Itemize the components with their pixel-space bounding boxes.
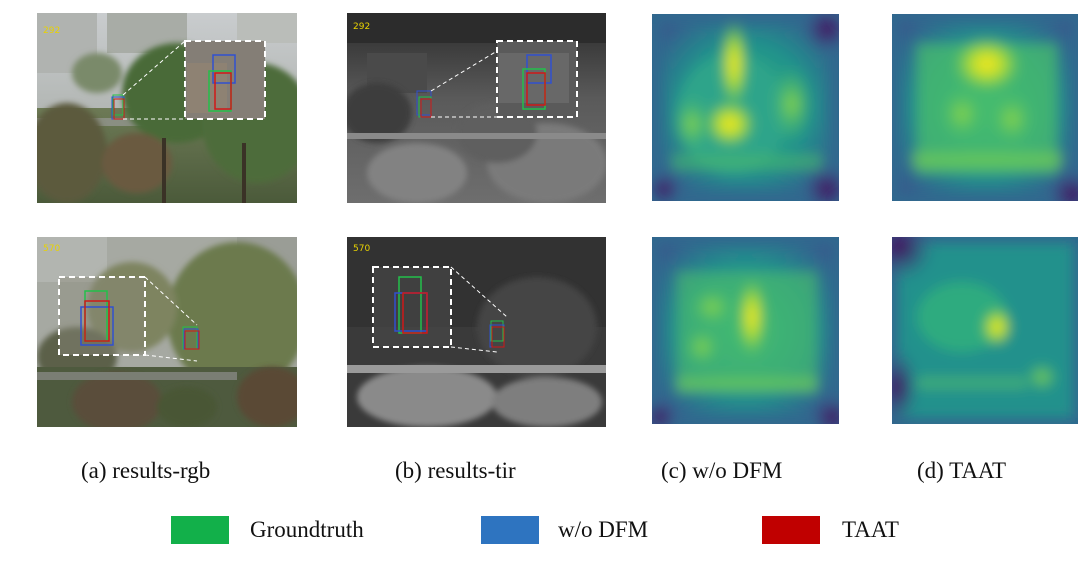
rgb-result-row1: 292 [37, 13, 297, 203]
frame-number: 292 [353, 22, 370, 32]
heatmap-taat-row2 [892, 237, 1078, 424]
caption-taat: (d) TAAT [917, 458, 1007, 483]
legend-swatch-wo-dfm [481, 516, 539, 544]
heatmap-wo-dfm-row2 [652, 237, 839, 424]
caption-wo-dfm: (c) w/o DFM [661, 458, 783, 483]
legend-label-taat: TAAT [842, 517, 899, 542]
rgb-result-row2: 570 [37, 237, 297, 427]
legend-label-groundtruth: Groundtruth [250, 517, 364, 542]
frame-number: 570 [43, 244, 60, 254]
frame-number: 570 [353, 244, 370, 254]
tir-result-row1: 292 [347, 13, 606, 203]
legend-label-wo-dfm: w/o DFM [558, 517, 649, 542]
caption-results-tir: (b) results-tir [395, 458, 516, 483]
legend-swatch-groundtruth [171, 516, 229, 544]
heatmap-wo-dfm-row1 [652, 14, 839, 201]
caption-results-rgb: (a) results-rgb [81, 458, 211, 483]
tir-result-row2: 570 [347, 237, 606, 427]
frame-number: 292 [43, 26, 60, 36]
legend-swatch-taat [762, 516, 820, 544]
heatmap-taat-row1 [892, 14, 1078, 201]
